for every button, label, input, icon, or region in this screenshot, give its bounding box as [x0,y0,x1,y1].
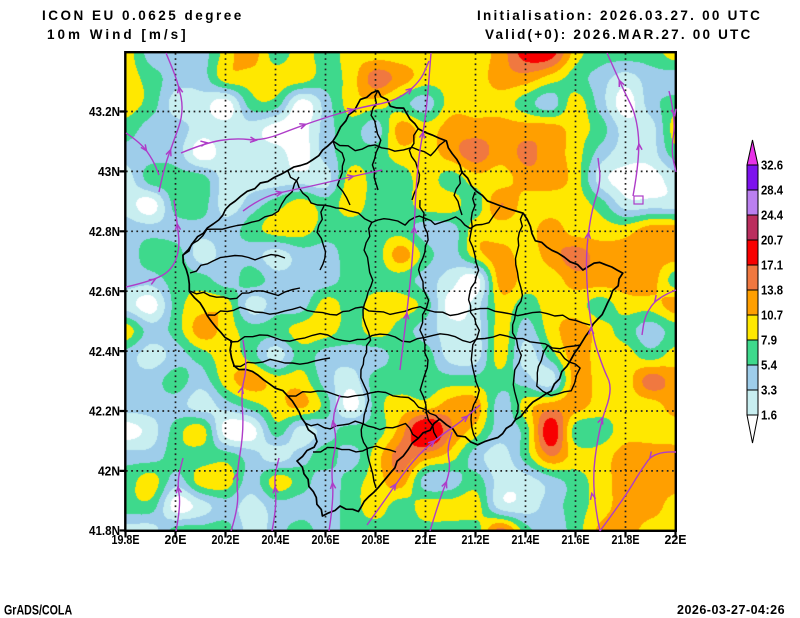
svg-text:19.8E: 19.8E [112,532,140,547]
svg-text:21E: 21E [415,532,437,547]
svg-text:1.6: 1.6 [761,408,777,423]
svg-text:43.2N: 43.2N [89,104,120,119]
svg-text:42.8N: 42.8N [89,224,120,239]
svg-text:42.2N: 42.2N [89,404,120,419]
svg-text:28.4: 28.4 [761,183,784,198]
svg-text:20.8E: 20.8E [362,532,390,547]
svg-text:41.8N: 41.8N [89,523,120,538]
svg-text:21.2E: 21.2E [462,532,490,547]
svg-text:20.2E: 20.2E [212,532,240,547]
svg-text:3.3: 3.3 [761,383,777,398]
svg-text:32.6: 32.6 [761,158,783,173]
svg-text:5.4: 5.4 [761,358,778,373]
svg-text:21.6E: 21.6E [562,532,590,547]
svg-text:20E: 20E [165,532,187,547]
svg-text:10.7: 10.7 [761,308,783,323]
svg-text:21.8E: 21.8E [612,532,640,547]
svg-text:20.7: 20.7 [761,233,783,248]
svg-text:42.4N: 42.4N [89,344,120,359]
svg-text:20.4E: 20.4E [262,532,290,547]
svg-text:7.9: 7.9 [761,333,777,348]
svg-text:24.4: 24.4 [761,208,784,223]
svg-text:20.6E: 20.6E [312,532,340,547]
svg-text:43N: 43N [98,164,120,179]
svg-text:13.8: 13.8 [761,283,783,298]
svg-text:42N: 42N [98,464,120,479]
svg-text:42.6N: 42.6N [89,284,120,299]
svg-text:17.1: 17.1 [761,258,783,273]
svg-text:22E: 22E [665,532,687,547]
svg-text:21.4E: 21.4E [512,532,540,547]
